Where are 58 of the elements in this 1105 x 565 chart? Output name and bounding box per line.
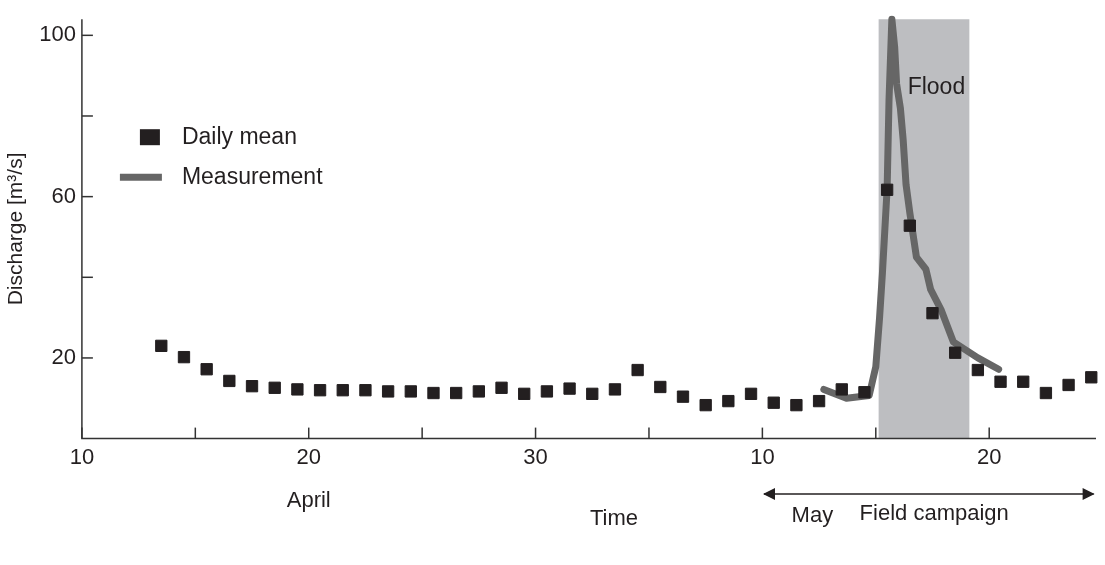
point: [563, 382, 576, 395]
point: [835, 383, 848, 396]
y-tick-label: 100: [39, 21, 76, 47]
text: April: [286, 486, 331, 512]
point: [427, 386, 440, 400]
point: [767, 396, 780, 409]
point: [404, 385, 417, 398]
point: [903, 219, 916, 232]
text: Field campaign: [859, 499, 1009, 525]
point: [1085, 371, 1098, 384]
x-tick-label: 10: [750, 443, 775, 469]
point: [1039, 386, 1053, 400]
point: [381, 385, 395, 398]
point: [631, 363, 644, 377]
point: [790, 398, 803, 412]
point: [291, 383, 304, 396]
point: [155, 339, 168, 353]
x-tick-label: 10: [69, 443, 95, 469]
point: [994, 375, 1007, 388]
point: [472, 385, 486, 398]
x-tick-label: 20: [296, 443, 321, 469]
point: [699, 398, 712, 412]
point: [359, 384, 372, 397]
point: [518, 387, 531, 400]
point: [744, 387, 758, 400]
point: [177, 350, 191, 364]
point: [450, 386, 463, 400]
point: [223, 374, 236, 388]
x-axis-title: Time: [589, 504, 638, 530]
point: [1017, 375, 1030, 388]
y-axis-title: Discharge [m³/s]: [3, 152, 27, 306]
x-tick-label: 20: [976, 443, 1002, 469]
point: [858, 386, 871, 399]
band-label: Flood: [907, 72, 966, 99]
point: [268, 381, 281, 394]
point: [949, 346, 962, 359]
point: [540, 385, 554, 398]
y-tick-label: 20: [51, 344, 76, 370]
text: May: [791, 501, 834, 527]
point: [654, 380, 667, 394]
point: [586, 387, 599, 400]
point: [926, 307, 939, 320]
point: [1062, 378, 1075, 392]
point: [722, 394, 735, 408]
legend-label: Measurement: [181, 162, 324, 189]
point: [245, 380, 259, 393]
y-tick-label: 60: [51, 182, 76, 208]
legend-label: Daily mean: [181, 122, 297, 149]
point: [313, 384, 327, 397]
point: [676, 390, 690, 403]
point: [200, 363, 213, 376]
x-tick-label: 30: [523, 443, 548, 469]
point: [812, 394, 826, 408]
point: [608, 383, 622, 396]
point: [880, 183, 894, 196]
point: [495, 381, 508, 394]
point: [336, 384, 349, 397]
point: [971, 363, 985, 377]
